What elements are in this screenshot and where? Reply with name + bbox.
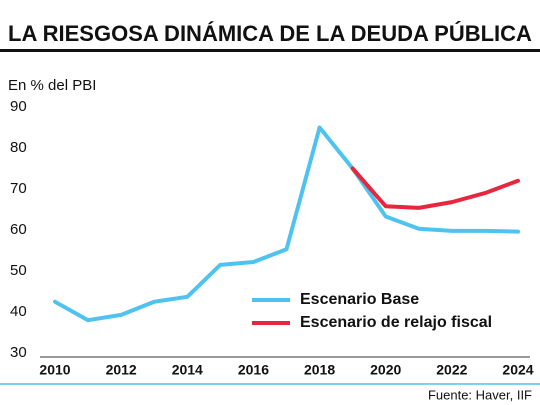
y-tick-label: 50 <box>10 262 27 279</box>
x-tick-label: 2010 <box>39 362 70 378</box>
y-tick-label: 40 <box>10 303 27 320</box>
y-tick-label: 60 <box>10 221 27 238</box>
y-tick-label: 30 <box>10 344 27 361</box>
x-tick-label: 2014 <box>172 362 203 378</box>
title-rule <box>0 49 540 52</box>
x-tick-label: 2018 <box>304 362 335 378</box>
x-tick-label: 2020 <box>370 362 401 378</box>
legend-label: Escenario Base <box>300 291 419 308</box>
source: Fuente: Haver, IIF <box>428 387 532 402</box>
y-tick-label: 80 <box>10 139 27 156</box>
legend-label: Escenario de relajo fiscal <box>300 314 492 331</box>
x-tick-label: 2012 <box>106 362 137 378</box>
chart-title: LA RIESGOSA DINÁMICA DE LA DEUDA PÚBLICA <box>8 21 532 46</box>
series-line <box>350 166 520 210</box>
y-tick-label: 70 <box>10 180 27 197</box>
x-tick-label: 2024 <box>502 362 533 378</box>
series-line <box>53 125 520 323</box>
x-tick-label: 2016 <box>238 362 269 378</box>
y-tick-label: 90 <box>10 98 27 115</box>
y-axis-label: En % del PBI <box>8 77 96 94</box>
x-tick-label: 2022 <box>436 362 467 378</box>
